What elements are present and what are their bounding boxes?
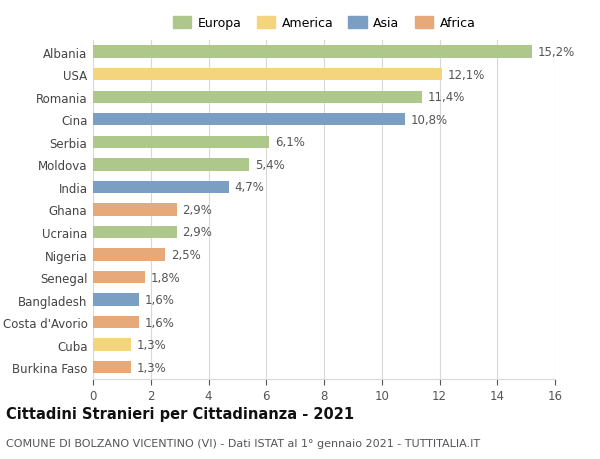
Text: 1,6%: 1,6%: [145, 293, 175, 307]
Bar: [93, 271, 145, 284]
Bar: [93, 226, 177, 239]
Text: 2,9%: 2,9%: [182, 226, 212, 239]
Text: 2,9%: 2,9%: [182, 203, 212, 217]
Text: 1,3%: 1,3%: [136, 338, 166, 352]
Text: 2,5%: 2,5%: [171, 248, 201, 262]
Bar: [93, 204, 177, 216]
Text: 6,1%: 6,1%: [275, 136, 305, 149]
Text: 15,2%: 15,2%: [538, 46, 575, 59]
Legend: Europa, America, Asia, Africa: Europa, America, Asia, Africa: [173, 17, 475, 30]
Text: Cittadini Stranieri per Cittadinanza - 2021: Cittadini Stranieri per Cittadinanza - 2…: [6, 406, 354, 421]
Bar: [93, 181, 229, 194]
Bar: [93, 114, 405, 126]
Text: 5,4%: 5,4%: [255, 158, 284, 172]
Text: COMUNE DI BOLZANO VICENTINO (VI) - Dati ISTAT al 1° gennaio 2021 - TUTTITALIA.IT: COMUNE DI BOLZANO VICENTINO (VI) - Dati …: [6, 438, 480, 448]
Text: 1,3%: 1,3%: [136, 361, 166, 374]
Bar: [93, 294, 139, 306]
Bar: [93, 361, 131, 374]
Text: 12,1%: 12,1%: [448, 68, 485, 82]
Text: 1,6%: 1,6%: [145, 316, 175, 329]
Text: 10,8%: 10,8%: [410, 113, 448, 127]
Bar: [93, 136, 269, 149]
Bar: [93, 69, 442, 81]
Text: 1,8%: 1,8%: [151, 271, 181, 284]
Bar: [93, 316, 139, 329]
Bar: [93, 159, 249, 171]
Bar: [93, 339, 131, 351]
Bar: [93, 249, 165, 261]
Text: 4,7%: 4,7%: [235, 181, 265, 194]
Bar: [93, 46, 532, 59]
Bar: [93, 91, 422, 104]
Text: 11,4%: 11,4%: [428, 91, 466, 104]
